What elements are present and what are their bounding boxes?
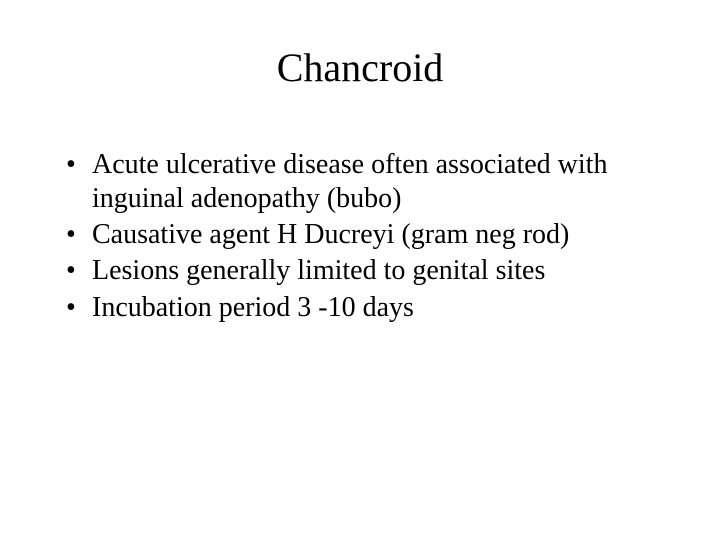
bullet-item: Lesions generally limited to genital sit… [62,254,662,288]
bullet-item: Acute ulcerative disease often associate… [62,148,662,216]
bullet-item: Incubation period 3 -10 days [62,291,662,325]
slide-body: Acute ulcerative disease often associate… [62,148,662,327]
slide: Chancroid Acute ulcerative disease often… [0,0,720,540]
bullet-item: Causative agent H Ducreyi (gram neg rod) [62,218,662,252]
bullet-list: Acute ulcerative disease often associate… [62,148,662,325]
slide-title: Chancroid [0,44,720,91]
